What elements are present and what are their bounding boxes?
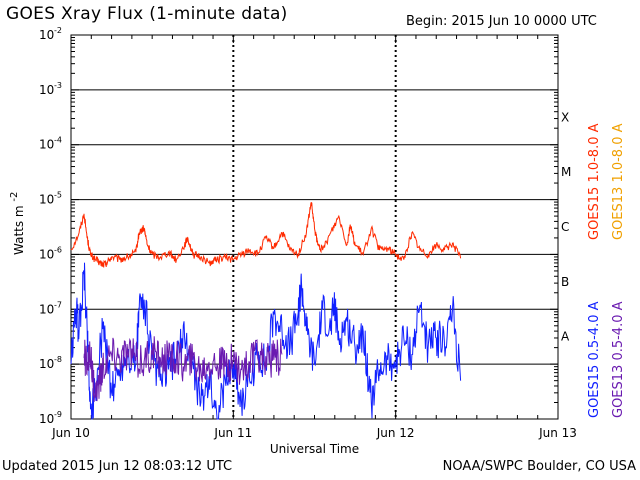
legend-entry: GOES15 1.0-8.0 A bbox=[587, 123, 602, 240]
flare-class-c: C bbox=[561, 220, 569, 234]
y-tick-label: 10 bbox=[39, 302, 54, 316]
legend-entry: GOES13 1.0-8.0 A bbox=[611, 123, 626, 240]
flare-class-a: A bbox=[561, 330, 570, 344]
y-tick-label: 10 bbox=[39, 193, 54, 207]
legend-entry: GOES13 0.5-4.0 A bbox=[611, 301, 626, 418]
flare-class-b: B bbox=[561, 275, 569, 289]
y-tick-label: 10 bbox=[39, 247, 54, 261]
y-tick-exponent: -3 bbox=[54, 81, 62, 90]
series-line-goes15-1-0-8-0-a bbox=[70, 201, 462, 268]
y-tick-exponent: -2 bbox=[54, 26, 62, 35]
y-tick-label: 10 bbox=[39, 83, 54, 97]
x-tick-label: Jun 10 bbox=[51, 426, 90, 440]
x-tick-label: Jun 12 bbox=[376, 426, 415, 440]
x-axis-label: Universal Time bbox=[270, 442, 359, 456]
y-tick-label: 10 bbox=[39, 138, 54, 152]
series-line-goes13-0-5-4-0-a bbox=[83, 336, 283, 402]
y-tick-exponent: -5 bbox=[54, 191, 62, 200]
flare-class-x: X bbox=[561, 110, 569, 124]
x-tick-label: Jun 13 bbox=[538, 426, 577, 440]
chart-title: GOES Xray Flux (1-minute data) bbox=[6, 4, 288, 24]
updated-timestamp: Updated 2015 Jun 12 08:03:12 UTC bbox=[2, 459, 233, 474]
y-axis-label: Watts m -2 bbox=[9, 192, 26, 255]
y-tick-exponent: -7 bbox=[54, 300, 62, 309]
y-tick-exponent: -8 bbox=[54, 355, 62, 364]
y-tick-exponent: -4 bbox=[54, 136, 62, 145]
legend-entry: GOES15 0.5-4.0 A bbox=[587, 301, 602, 418]
source-credit: NOAA/SWPC Boulder, CO USA bbox=[442, 459, 636, 474]
y-tick-label: 10 bbox=[39, 412, 54, 426]
y-tick-label: 10 bbox=[39, 28, 54, 42]
flare-class-m: M bbox=[561, 165, 571, 179]
x-tick-label: Jun 11 bbox=[213, 426, 252, 440]
y-tick-exponent: -9 bbox=[54, 410, 62, 419]
y-tick-label: 10 bbox=[39, 357, 54, 371]
begin-label: Begin: 2015 Jun 10 0000 UTC bbox=[406, 14, 597, 29]
y-tick-exponent: -6 bbox=[54, 245, 62, 254]
